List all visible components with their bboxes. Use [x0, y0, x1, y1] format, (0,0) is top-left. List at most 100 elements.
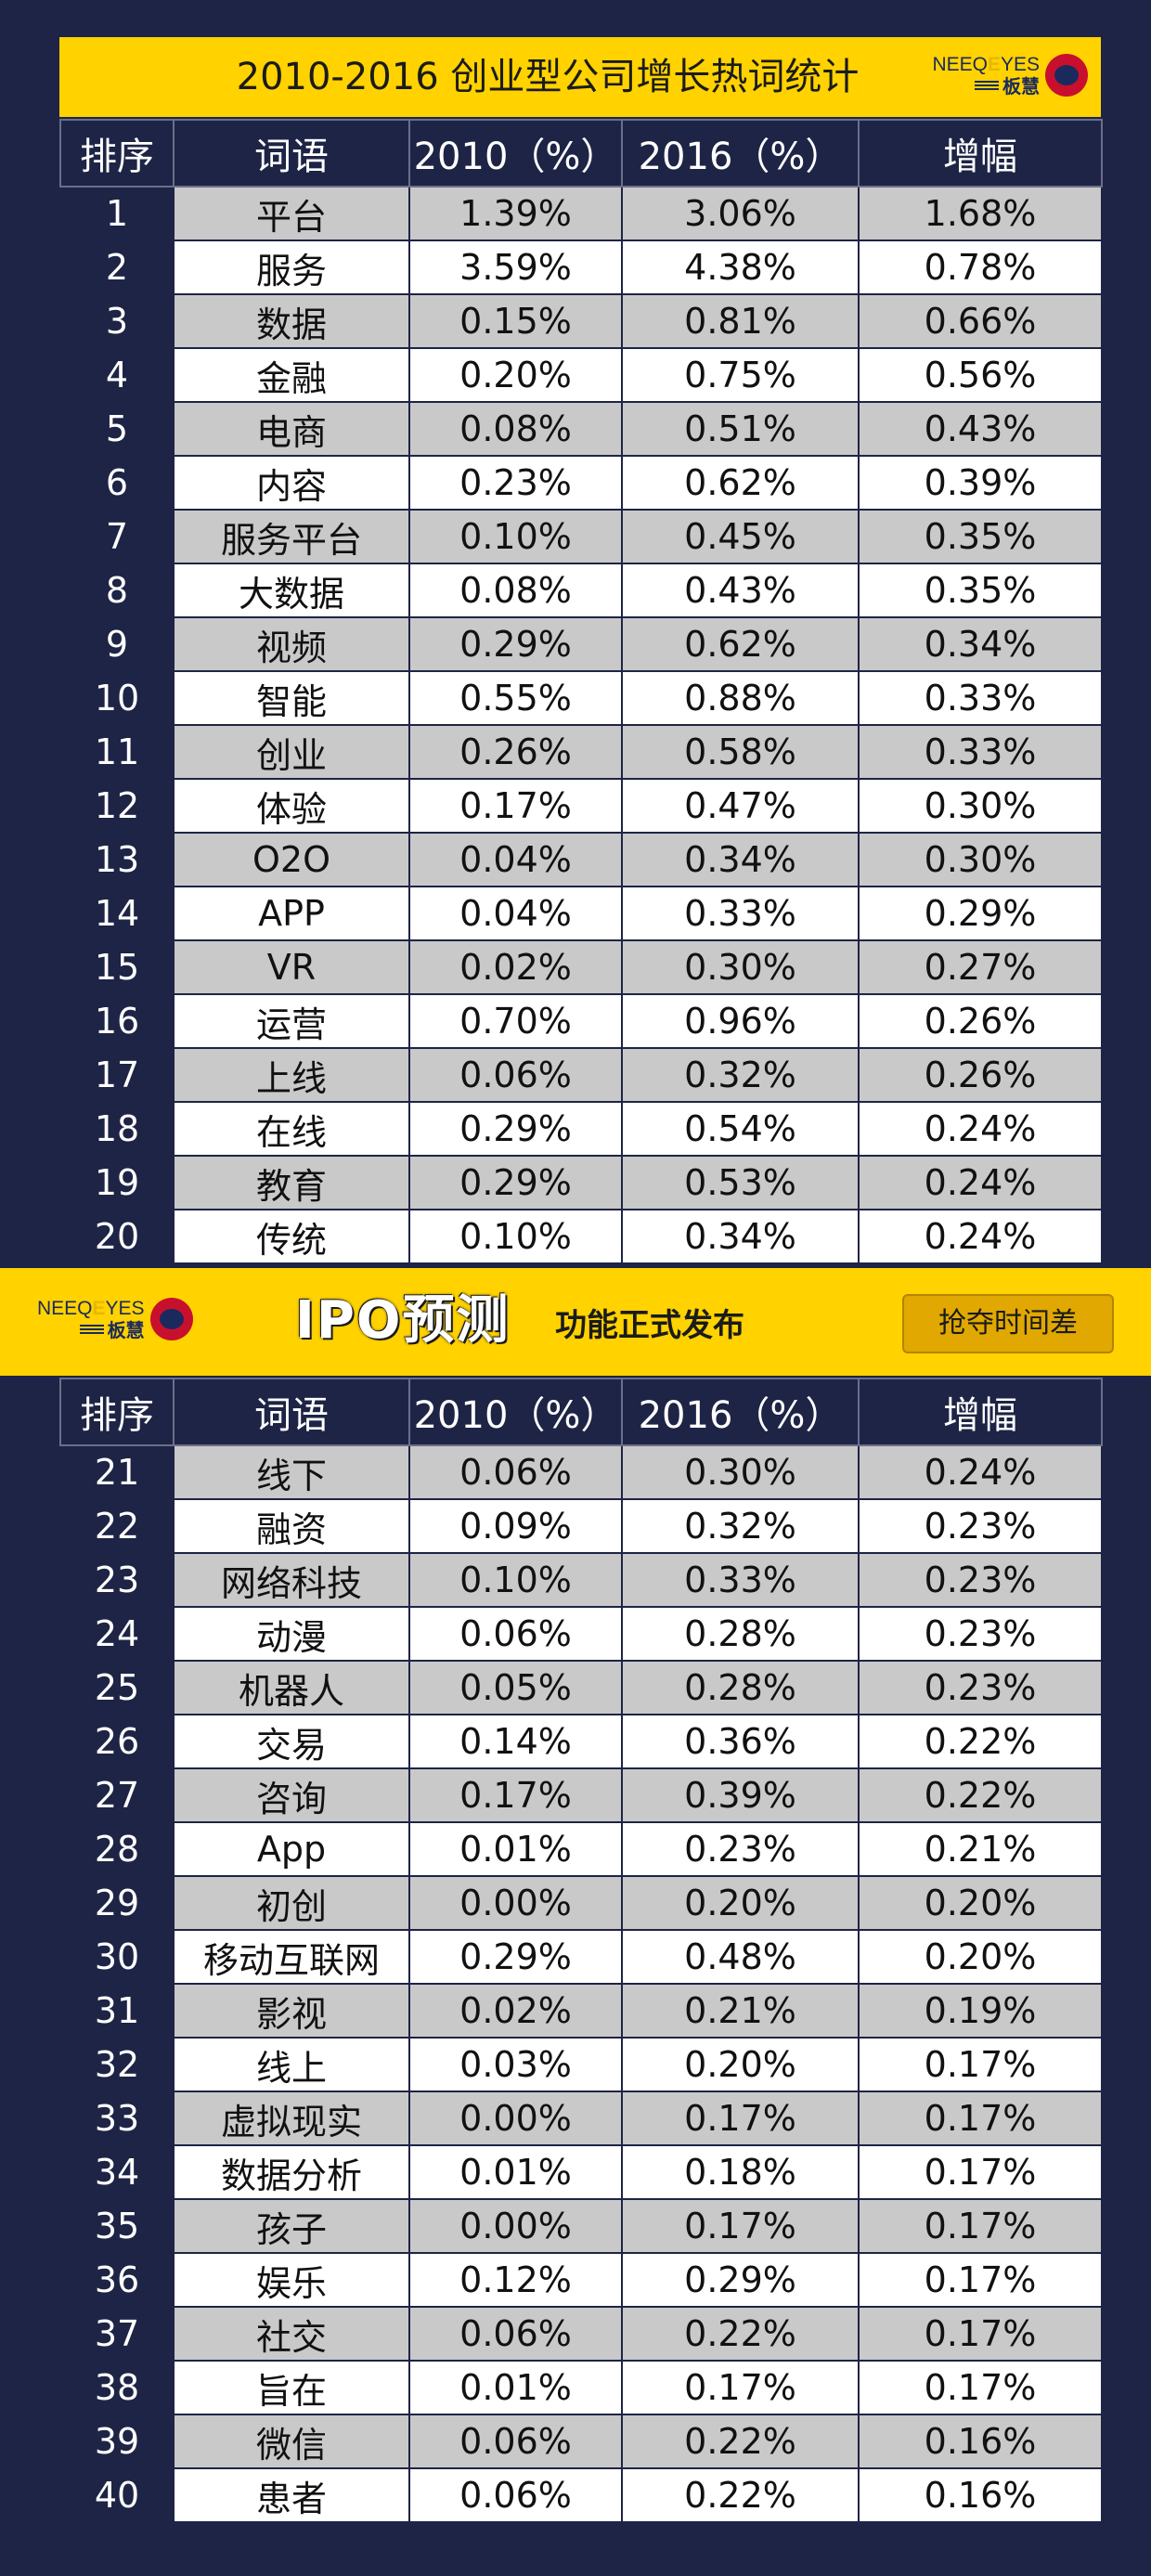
rank-cell: 35 — [59, 2198, 175, 2254]
value-2010-cell: 0.10% — [408, 509, 623, 564]
value-2010-cell: 0.08% — [408, 401, 623, 457]
value-2010-cell: 0.26% — [408, 724, 623, 780]
value-2016-cell: 0.20% — [621, 1875, 860, 1931]
table-row: 17 上线 0.06% 0.32% 0.26% — [59, 1047, 1103, 1103]
eye-logo-icon — [1045, 54, 1088, 97]
keyword-cell: 微信 — [173, 2414, 410, 2469]
value-2010-cell: 0.06% — [408, 1047, 623, 1103]
keyword-cell: 数据 — [173, 293, 410, 349]
table-row: 35 孩子 0.00% 0.17% 0.17% — [59, 2198, 1103, 2254]
value-2016-cell: 0.30% — [621, 939, 860, 995]
value-2016-cell: 0.33% — [621, 886, 860, 941]
value-2010-cell: 0.02% — [408, 939, 623, 995]
keyword-cell: 服务平台 — [173, 509, 410, 564]
value-2010-cell: 0.05% — [408, 1660, 623, 1715]
increase-header: 增幅 — [858, 119, 1103, 188]
keyword-cell: 社交 — [173, 2306, 410, 2362]
increase-cell: 0.17% — [858, 2360, 1103, 2415]
rank-cell: 27 — [59, 1767, 175, 1823]
keyword-cell: 线下 — [173, 1444, 410, 1500]
rank-cell: 39 — [59, 2414, 175, 2469]
value-2010-cell: 0.29% — [408, 1929, 623, 1985]
value-2016-cell: 0.22% — [621, 2414, 860, 2469]
increase-cell: 0.24% — [858, 1209, 1103, 1264]
keyword-cell: 金融 — [173, 347, 410, 403]
increase-cell: 0.30% — [858, 778, 1103, 834]
rank-cell: 32 — [59, 2037, 175, 2092]
rank-cell: 22 — [59, 1498, 175, 1554]
value-2016-cell: 0.34% — [621, 1209, 860, 1264]
rank-cell: 34 — [59, 2144, 175, 2200]
table-row: 40 患者 0.06% 0.22% 0.16% — [59, 2467, 1103, 2523]
table-row: 2 服务 3.59% 4.38% 0.78% — [59, 239, 1103, 295]
value-2010-cell: 0.00% — [408, 2091, 623, 2146]
table-row: 24 动漫 0.06% 0.28% 0.23% — [59, 1606, 1103, 1662]
grab-time-button[interactable]: 抢夺时间差 — [902, 1294, 1114, 1353]
value-2010-cell: 0.01% — [408, 2144, 623, 2200]
value-2010-cell: 0.15% — [408, 293, 623, 349]
value-2016-cell: 0.18% — [621, 2144, 860, 2200]
value-2016-cell: 0.39% — [621, 1767, 860, 1823]
rank-cell: 36 — [59, 2252, 175, 2308]
value-2010-cell: 0.10% — [408, 1209, 623, 1264]
keyword-cell: 体验 — [173, 778, 410, 834]
value-2010-cell: 0.01% — [408, 1821, 623, 1877]
increase-cell: 0.33% — [858, 724, 1103, 780]
keyword-cell: 旨在 — [173, 2360, 410, 2415]
table-row: 21 线下 0.06% 0.30% 0.24% — [59, 1444, 1103, 1500]
table-row: 12 体验 0.17% 0.47% 0.30% — [59, 778, 1103, 834]
table-row: 32 线上 0.03% 0.20% 0.17% — [59, 2037, 1103, 2092]
stripes-icon — [975, 81, 999, 92]
value-2010-cell: 0.17% — [408, 778, 623, 834]
ipo-forecast-title: IPO预测 — [295, 1290, 511, 1351]
table-row: 27 咨询 0.17% 0.39% 0.22% — [59, 1767, 1103, 1823]
increase-cell: 1.68% — [858, 186, 1103, 241]
value-2016-cell: 0.54% — [621, 1101, 860, 1157]
keyword-cell: 初创 — [173, 1875, 410, 1931]
increase-cell: 0.78% — [858, 239, 1103, 295]
value-2016-cell: 0.58% — [621, 724, 860, 780]
value-2010-cell: 0.14% — [408, 1714, 623, 1769]
table-row: 23 网络科技 0.10% 0.33% 0.23% — [59, 1552, 1103, 1608]
2016-header: 2016（%） — [621, 119, 860, 188]
increase-cell: 0.17% — [858, 2037, 1103, 2092]
value-2016-cell: 0.45% — [621, 509, 860, 564]
keyword-cell: 在线 — [173, 1101, 410, 1157]
keyword-cell: 动漫 — [173, 1606, 410, 1662]
banner-brand-logo: NEEQEYES 板慧 — [37, 1298, 193, 1340]
table-row: 9 视频 0.29% 0.62% 0.34% — [59, 616, 1103, 672]
keyword-cell: 大数据 — [173, 563, 410, 618]
increase-cell: 0.33% — [858, 670, 1103, 726]
rank-cell: 8 — [59, 563, 175, 618]
value-2016-cell: 0.34% — [621, 832, 860, 887]
rank-cell: 17 — [59, 1047, 175, 1103]
table-row: 5 电商 0.08% 0.51% 0.43% — [59, 401, 1103, 457]
value-2016-cell: 0.30% — [621, 1444, 860, 1500]
value-2010-cell: 0.06% — [408, 1606, 623, 1662]
increase-cell: 0.17% — [858, 2252, 1103, 2308]
value-2010-cell: 0.04% — [408, 886, 623, 941]
rank-cell: 15 — [59, 939, 175, 995]
value-2016-cell: 0.43% — [621, 563, 860, 618]
rank-cell: 25 — [59, 1660, 175, 1715]
table-row: 19 教育 0.29% 0.53% 0.24% — [59, 1155, 1103, 1210]
title-bar: 2010-2016 创业型公司增长热词统计 NEEQEYES 板慧 — [59, 37, 1101, 117]
value-2010-cell: 0.02% — [408, 1983, 623, 2039]
2010-header: 2010（%） — [408, 1378, 623, 1446]
table-row: 13 O2O 0.04% 0.34% 0.30% — [59, 832, 1103, 887]
increase-cell: 0.43% — [858, 401, 1103, 457]
keyword-cell: 服务 — [173, 239, 410, 295]
rank-cell: 38 — [59, 2360, 175, 2415]
table-row: 39 微信 0.06% 0.22% 0.16% — [59, 2414, 1103, 2469]
value-2016-cell: 0.51% — [621, 401, 860, 457]
increase-cell: 0.23% — [858, 1660, 1103, 1715]
rank-cell: 30 — [59, 1929, 175, 1985]
table-row: 26 交易 0.14% 0.36% 0.22% — [59, 1714, 1103, 1769]
feature-release-text: 功能正式发布 — [555, 1307, 744, 1344]
value-2010-cell: 0.55% — [408, 670, 623, 726]
rank-cell: 6 — [59, 455, 175, 511]
keyword-cell: 上线 — [173, 1047, 410, 1103]
stripes-icon — [79, 1325, 104, 1336]
value-2016-cell: 0.62% — [621, 616, 860, 672]
rank-cell: 19 — [59, 1155, 175, 1210]
